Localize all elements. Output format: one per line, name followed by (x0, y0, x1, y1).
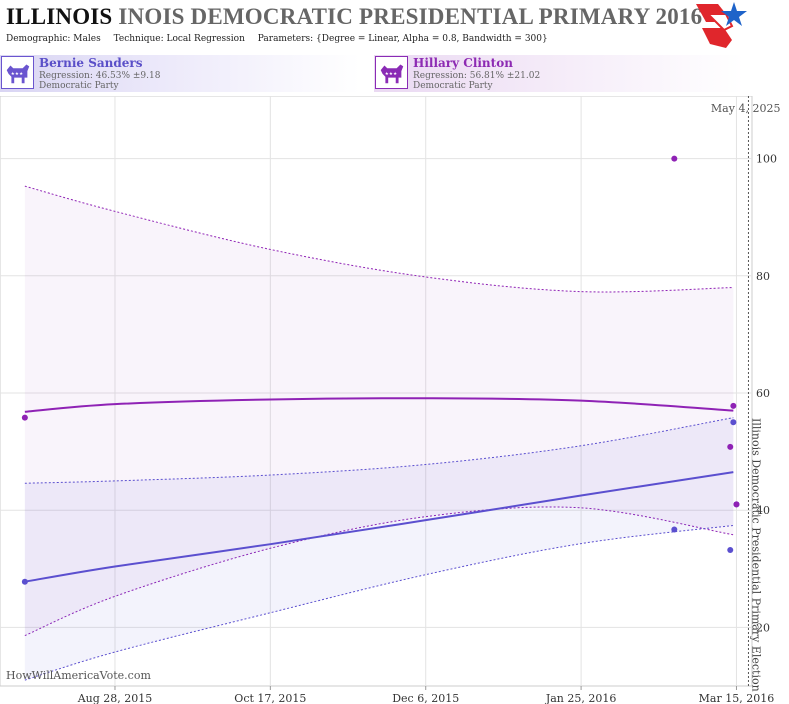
legend-hillary: ★★★ Hillary Clinton Regression: 56.81% ±… (374, 55, 744, 92)
bernie-party: Democratic Party (39, 81, 119, 91)
poll-point (671, 155, 678, 162)
upper-bound-line (24, 417, 734, 484)
page-title: ILLINOIS INOIS DEMOCRATIC PRESIDENTIAL P… (6, 4, 702, 30)
hillary-name: Hillary Clinton (413, 56, 513, 70)
lower-bound-line (24, 524, 734, 681)
parameters-line: Demographic: Males Technique: Local Regr… (6, 34, 558, 44)
title-rest: INOIS DEMOCRATIC PRESIDENTIAL PRIMARY 20… (118, 4, 703, 29)
regression-line (24, 471, 734, 583)
x-tick-label: Jan 25, 2016 (545, 692, 617, 704)
regression-chart: Aug 28, 2015 Oct 17, 2015 Dec 6, 2015 Jan 2… (0, 96, 781, 704)
grid (0, 96, 753, 687)
donkey-icon: ★★★ (1, 56, 34, 89)
x-tick-label: Mar 15, 2016 (699, 692, 775, 704)
plot-frame (0, 96, 753, 687)
y-tick-label: 80 (756, 270, 770, 283)
watermark: HowWillAmericaVote.com (6, 669, 151, 682)
lower-bound-line (24, 506, 734, 637)
y-tick-label: 60 (756, 387, 770, 400)
poll-point (730, 419, 737, 426)
star-logo-icon (696, 2, 747, 48)
confidence-band (24, 417, 734, 681)
title-state: ILLINOIS (6, 4, 113, 29)
y-tick-label: 40 (756, 504, 770, 517)
svg-text:★★★: ★★★ (11, 71, 24, 77)
axes: Aug 28, 2015 Oct 17, 2015 Dec 6, 2015 Jan 2… (77, 153, 777, 704)
y-tick-label: 20 (756, 621, 770, 634)
parameters-label: Parameters: {Degree = Linear, Alpha = 0.… (257, 34, 548, 44)
hillary-regression: Regression: 56.81% ±21.02 (413, 71, 541, 81)
upper-bound-line (24, 185, 734, 293)
confidence-bands (24, 185, 734, 681)
poll-point (733, 501, 740, 508)
poll-points (21, 155, 740, 585)
x-tick-label: Dec 6, 2015 (392, 692, 459, 704)
x-tick-label: Aug 28, 2015 (77, 692, 153, 704)
y-tick-label: 100 (756, 153, 777, 166)
poll-point (727, 443, 734, 450)
as-of-date: May 4, 2025 (711, 102, 781, 115)
legend-bernie: ★★★ Bernie Sanders Regression: 46.53% ±9… (0, 55, 360, 92)
poll-point (21, 578, 28, 585)
regression-lines (24, 397, 734, 583)
technique-label: Technique: Local Regression (113, 34, 245, 44)
demographic-label: Demographic: Males (6, 34, 101, 44)
title-bar: ILLINOIS INOIS DEMOCRATIC PRESIDENTIAL P… (0, 0, 789, 52)
bernie-name: Bernie Sanders (39, 56, 143, 70)
poll-point (727, 547, 734, 554)
regression-line (24, 397, 734, 413)
confidence-band (24, 186, 734, 636)
svg-text:★★★: ★★★ (385, 71, 398, 77)
x-tick-label: Oct 17, 2015 (234, 692, 306, 704)
election-label: Illinois Democratic Presidential Primary… (749, 418, 762, 692)
poll-point (21, 414, 28, 421)
poll-point (671, 526, 678, 533)
bernie-regression: Regression: 46.53% ±9.18 (39, 71, 161, 81)
poll-point (730, 402, 737, 409)
donkey-icon: ★★★ (375, 56, 408, 89)
hillary-party: Democratic Party (413, 81, 493, 91)
